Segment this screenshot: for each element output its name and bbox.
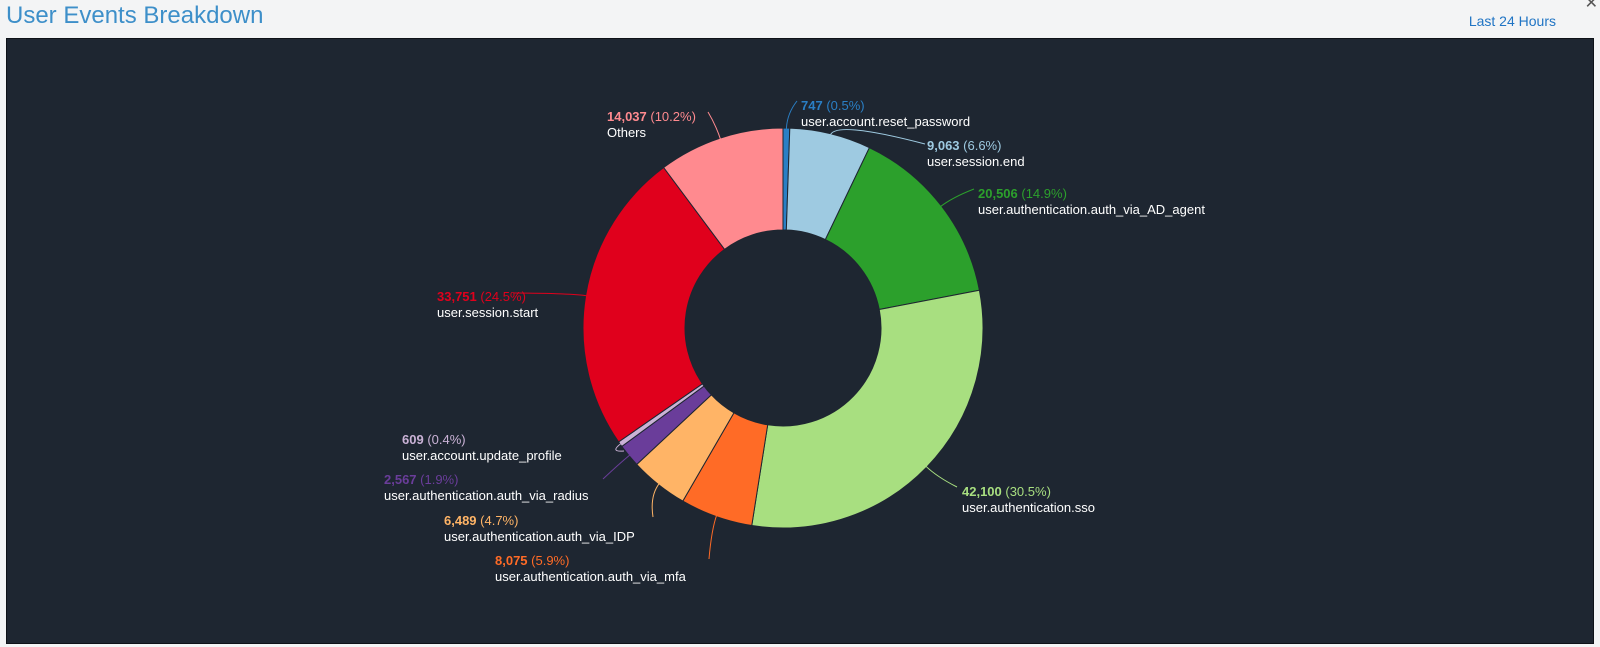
data-label-value-user-session-start: 33,751 (24.5%): [437, 289, 526, 304]
close-icon[interactable]: ✕: [1584, 0, 1598, 12]
data-label-name-others: Others: [607, 125, 647, 140]
leader-line-user-authentication-sso: [924, 465, 958, 488]
data-label-name-user-authentication-auth-via-mfa: user.authentication.auth_via_mfa: [495, 569, 687, 584]
data-label-name-user-authentication-sso: user.authentication.sso: [962, 500, 1095, 515]
time-range-link[interactable]: Last 24 Hours: [1468, 13, 1556, 29]
donut-chart: 747 (0.5%)user.account.reset_password 9,0…: [384, 98, 1205, 584]
slice-value: 20,506: [978, 186, 1018, 201]
slice-value: 747: [801, 98, 823, 113]
data-label-name-user-session-start: user.session.start: [437, 305, 539, 320]
slice-percent: (5.9%): [528, 553, 570, 568]
data-label-name-user-authentication-auth-via-idp: user.authentication.auth_via_IDP: [444, 529, 635, 544]
data-label-name-user-session-end: user.session.end: [927, 154, 1025, 169]
slice-value: 42,100: [962, 484, 1002, 499]
leader-line-user-session-start: [513, 292, 588, 297]
leader-line-user-authentication-auth-via-ad-agent: [939, 188, 975, 208]
slice-percent: (30.5%): [1002, 484, 1051, 499]
slice-percent: (6.6%): [960, 138, 1002, 153]
data-label-value-user-authentication-auth-via-idp: 6,489 (4.7%): [444, 513, 518, 528]
data-label-value-user-account-reset-password: 747 (0.5%): [801, 98, 865, 113]
slice-value: 2,567: [384, 472, 417, 487]
slice-value: 8,075: [495, 553, 528, 568]
slice-others[interactable]: [662, 127, 784, 251]
leader-line-user-account-reset-password: [785, 100, 798, 131]
data-label-value-others: 14,037 (10.2%): [607, 109, 696, 124]
data-label-value-user-authentication-auth-via-mfa: 8,075 (5.9%): [495, 553, 569, 568]
data-label-name-user-authentication-auth-via-radius: user.authentication.auth_via_radius: [384, 488, 589, 503]
data-label-value-user-authentication-sso: 42,100 (30.5%): [962, 484, 1051, 499]
widget-header: User Events Breakdown Last 24 Hours ✕: [0, 0, 1600, 38]
slice-value: 9,063: [927, 138, 960, 153]
data-label-name-user-authentication-auth-via-ad-agent: user.authentication.auth_via_AD_agent: [978, 202, 1205, 217]
slice-percent: (1.9%): [417, 472, 459, 487]
slice-value: 14,037: [607, 109, 647, 124]
chart-panel: 747 (0.5%) user.account.reset_password 9,0…: [6, 38, 1594, 644]
data-label-value-user-account-update-profile: 609 (0.4%): [402, 432, 466, 447]
slice-value: 609: [402, 432, 424, 447]
slice-percent: (24.5%): [477, 289, 526, 304]
leader-line-user-authentication-auth-via-mfa: [708, 514, 718, 560]
leader-line-others: [707, 111, 722, 141]
data-label-value-user-authentication-auth-via-radius: 2,567 (1.9%): [384, 472, 458, 487]
leader-line-user-authentication-auth-via-radius: [602, 453, 631, 480]
slice-value: 33,751: [437, 289, 477, 304]
data-label-name-user-account-reset-password: user.account.reset_password: [801, 114, 970, 129]
data-label-value-user-authentication-auth-via-ad-agent: 20,506 (14.9%): [978, 186, 1067, 201]
leader-line-user-account-update-profile: [615, 442, 625, 452]
slice-percent: (4.7%): [477, 513, 519, 528]
slice-percent: (10.2%): [647, 109, 696, 124]
slice-user-session-start[interactable]: [582, 166, 726, 443]
slice-value: 6,489: [444, 513, 477, 528]
data-label-name-user-account-update-profile: user.account.update_profile: [402, 448, 562, 463]
data-label-value-user-session-end: 9,063 (6.6%): [927, 138, 1001, 153]
slice-percent: (0.4%): [424, 432, 466, 447]
slice-percent: (14.9%): [1018, 186, 1067, 201]
slice-percent: (0.5%): [823, 98, 865, 113]
leader-line-user-authentication-auth-via-idp: [651, 482, 661, 518]
widget-title: User Events Breakdown: [6, 2, 264, 29]
slice-user-authentication-sso[interactable]: [751, 289, 984, 529]
leader-line-user-session-end: [829, 129, 926, 145]
